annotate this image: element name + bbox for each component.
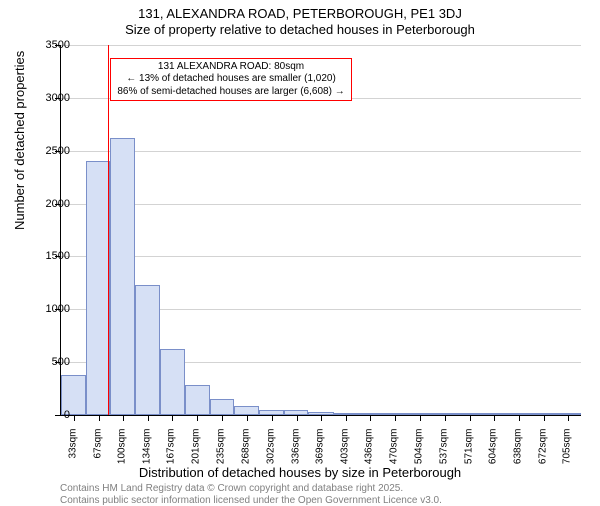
- x-tick: [272, 415, 273, 421]
- x-tick: [370, 415, 371, 421]
- x-tick-label: 672sqm: [538, 429, 549, 469]
- histogram-chart: 131, ALEXANDRA ROAD, PETERBOROUGH, PE1 3…: [0, 0, 600, 500]
- y-axis-title: Number of detached properties: [12, 51, 27, 230]
- x-tick: [445, 415, 446, 421]
- x-tick-label: 235sqm: [216, 429, 227, 469]
- x-tick: [247, 415, 248, 421]
- footer-line-1: Contains HM Land Registry data © Crown c…: [60, 483, 403, 494]
- x-tick-label: 403sqm: [340, 429, 351, 469]
- x-tick-label: 302sqm: [265, 429, 276, 469]
- x-tick: [197, 415, 198, 421]
- x-tick-label: 537sqm: [438, 429, 449, 469]
- y-tick-label: 0: [64, 409, 70, 421]
- histogram-bar: [135, 285, 160, 415]
- x-tick: [297, 415, 298, 421]
- x-tick: [494, 415, 495, 421]
- chart-title-sub: Size of property relative to detached ho…: [0, 22, 600, 37]
- footer-line-2: Contains public sector information licen…: [60, 495, 442, 506]
- x-tick-label: 604sqm: [488, 429, 499, 469]
- x-tick: [568, 415, 569, 421]
- x-tick: [123, 415, 124, 421]
- histogram-bar: [160, 349, 184, 415]
- chart-title-main: 131, ALEXANDRA ROAD, PETERBOROUGH, PE1 3…: [0, 6, 600, 21]
- x-tick-label: 436sqm: [364, 429, 375, 469]
- histogram-bar: [110, 138, 135, 415]
- grid-line: [61, 256, 581, 257]
- x-tick-label: 67sqm: [92, 429, 103, 469]
- grid-line: [61, 45, 581, 46]
- histogram-bar: [210, 399, 234, 415]
- x-tick-label: 504sqm: [414, 429, 425, 469]
- y-tick-label: 1000: [46, 303, 70, 315]
- x-tick: [470, 415, 471, 421]
- x-tick: [222, 415, 223, 421]
- x-tick-label: 470sqm: [389, 429, 400, 469]
- x-tick-label: 369sqm: [315, 429, 326, 469]
- annotation-line: ← 13% of detached houses are smaller (1,…: [117, 73, 344, 86]
- x-tick-label: 571sqm: [463, 429, 474, 469]
- histogram-bar: [86, 161, 110, 415]
- x-tick: [420, 415, 421, 421]
- x-tick: [99, 415, 100, 421]
- annotation-line: 86% of semi-detached houses are larger (…: [117, 86, 344, 99]
- x-tick-label: 201sqm: [191, 429, 202, 469]
- y-tick-label: 500: [52, 356, 70, 368]
- histogram-bar: [234, 406, 259, 416]
- x-tick-label: 638sqm: [513, 429, 524, 469]
- plot-area: 131 ALEXANDRA ROAD: 80sqm← 13% of detach…: [60, 45, 581, 416]
- x-tick: [148, 415, 149, 421]
- reference-vline: [108, 45, 109, 415]
- grid-line: [61, 204, 581, 205]
- annotation-box: 131 ALEXANDRA ROAD: 80sqm← 13% of detach…: [110, 58, 351, 102]
- x-tick: [321, 415, 322, 421]
- y-tick-label: 3500: [46, 39, 70, 51]
- x-tick-label: 705sqm: [562, 429, 573, 469]
- x-tick-label: 134sqm: [141, 429, 152, 469]
- y-tick-label: 3000: [46, 92, 70, 104]
- y-tick-label: 1500: [46, 250, 70, 262]
- y-tick-label: 2500: [46, 145, 70, 157]
- x-tick-label: 100sqm: [116, 429, 127, 469]
- x-axis-title: Distribution of detached houses by size …: [0, 465, 600, 480]
- x-tick-label: 167sqm: [166, 429, 177, 469]
- x-tick: [395, 415, 396, 421]
- y-tick-label: 2000: [46, 198, 70, 210]
- x-tick: [544, 415, 545, 421]
- x-tick-label: 33sqm: [67, 429, 78, 469]
- x-tick: [346, 415, 347, 421]
- y-tick: [55, 415, 61, 416]
- x-tick: [172, 415, 173, 421]
- x-tick-label: 268sqm: [240, 429, 251, 469]
- grid-line: [61, 151, 581, 152]
- annotation-line: 131 ALEXANDRA ROAD: 80sqm: [117, 61, 344, 74]
- x-tick-label: 336sqm: [290, 429, 301, 469]
- histogram-bar: [185, 385, 210, 415]
- x-tick: [74, 415, 75, 421]
- x-tick: [519, 415, 520, 421]
